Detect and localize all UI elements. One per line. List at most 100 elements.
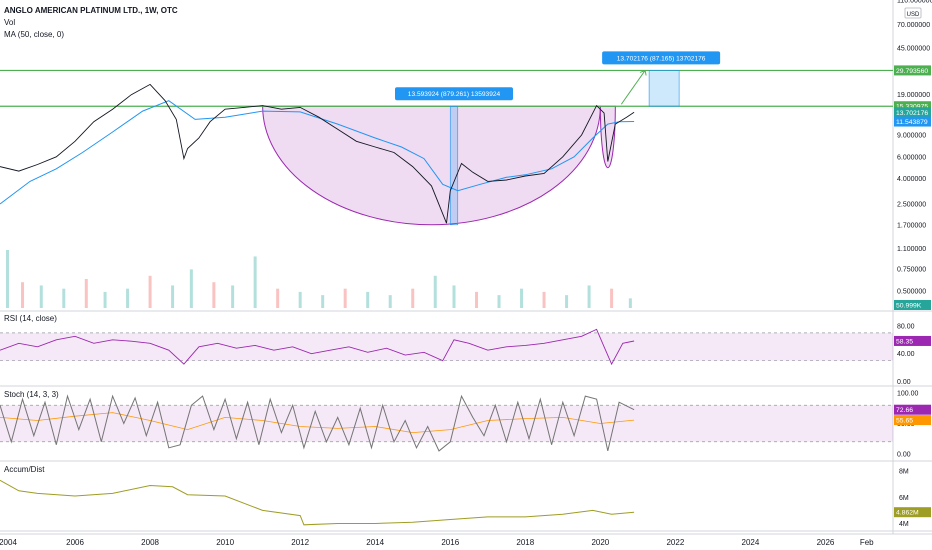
currency-label: USD (907, 12, 920, 18)
stoch-band (0, 405, 893, 442)
x-tick-label: 2016 (441, 538, 459, 547)
accum-dist-pane[interactable] (0, 479, 635, 526)
price-tick-label: 6.000000 (897, 154, 926, 161)
rsi-value: 58.35 (896, 338, 913, 345)
volume-bar (433, 275, 437, 308)
grid-lines (0, 0, 932, 534)
stoch-legend: Stoch (14, 3, 3) (4, 390, 59, 399)
volume-bar (587, 285, 591, 308)
accum-dist-value: 4.862M (896, 510, 919, 517)
upper-line-value: 29.793560 (896, 68, 928, 75)
accum-dist-line[interactable] (0, 479, 635, 526)
arrow-head (639, 69, 647, 76)
price-tick-label: 0.750000 (897, 266, 926, 273)
volume-bar (452, 285, 456, 308)
stoch-tick-label: 100.00 (897, 391, 919, 398)
projection-arrow[interactable] (620, 70, 646, 105)
price-tick-label: 1.700000 (897, 222, 926, 229)
x-tick-label: 2014 (366, 538, 384, 547)
rsi-line[interactable] (0, 328, 635, 366)
volume-bar (366, 291, 370, 308)
x-tick-label: Feb (860, 538, 874, 547)
volume-bar (520, 288, 524, 308)
volume-value: 50.999K (896, 303, 922, 310)
volume-bar (189, 269, 193, 308)
stoch-k-value: 72.66 (896, 407, 913, 414)
stoch-k-line[interactable] (0, 394, 635, 452)
volume-bar (497, 295, 501, 308)
stoch-pane[interactable] (0, 394, 893, 452)
cup-pattern[interactable] (262, 105, 601, 225)
x-tick-label: 2012 (291, 538, 309, 547)
volume-bar (628, 298, 632, 308)
volume-bar (126, 288, 130, 308)
x-tick-label: 2004 (0, 538, 17, 547)
measure-label: 13.702176 (87.165) 13702176 (617, 55, 706, 62)
ma-value-bg (894, 116, 931, 127)
price-tick-label: 9.000000 (897, 132, 926, 139)
measure-box[interactable] (648, 70, 680, 107)
lower-line-value: 15.330975 (896, 104, 928, 111)
x-tick-label: 2020 (591, 538, 609, 547)
accum-tick-label: 4M (899, 521, 909, 528)
price-tick-label: 4.000000 (897, 176, 926, 183)
accum-dist-value-bg (894, 507, 931, 518)
volume-bar (411, 288, 415, 308)
volume-bar (298, 291, 302, 308)
volume-bar (253, 256, 257, 308)
price-line[interactable] (0, 83, 635, 224)
stoch-d-value: 55.65 (896, 418, 913, 425)
accum-legend: Accum/Dist (4, 465, 45, 474)
chart-title: ANGLO AMERICAN PLATINUM LTD., 1W, OTC (4, 6, 178, 15)
x-tick-label: 2018 (516, 538, 534, 547)
currency-badge[interactable] (904, 7, 922, 19)
volume-bar (84, 279, 88, 308)
volume-bar (565, 295, 569, 308)
accum-tick-label: 8M (899, 469, 909, 476)
upper-line-value-bg (894, 65, 931, 76)
lower-line-value-bg (894, 101, 931, 112)
x-tick-label: 2006 (66, 538, 84, 547)
measure-label-bg (395, 87, 514, 101)
stoch-tick-label: 0.00 (897, 451, 911, 458)
stoch-d-value-bg (894, 415, 931, 426)
price-tick-label: 110.000000 (897, 0, 932, 5)
volume-bar (212, 282, 216, 308)
x-tick-label: 2024 (742, 538, 760, 547)
last-price-value: 13.702176 (896, 110, 928, 117)
stoch-d-line[interactable] (0, 412, 635, 434)
x-tick-label: 2026 (817, 538, 835, 547)
volume-value-bg (894, 300, 931, 310)
volume-bar (610, 288, 614, 308)
volume-bar (171, 285, 175, 308)
ma-legend: MA (50, close, 0) (4, 30, 64, 39)
volume-bar (542, 291, 546, 308)
last-price-value-bg (894, 107, 931, 118)
volume-bar (475, 291, 479, 308)
ma-value: 11.543879 (896, 119, 928, 126)
price-tick-label: 2.500000 (897, 202, 926, 209)
volume-bar (388, 295, 392, 308)
volume-bar (276, 288, 280, 308)
rsi-tick-label: 80.00 (897, 323, 915, 330)
price-tick-label: 0.500000 (897, 288, 926, 295)
x-tick-label: 2008 (141, 538, 159, 547)
stoch-k-value-bg (894, 404, 931, 415)
ma-line[interactable] (0, 100, 635, 205)
x-tick-label: 2010 (216, 538, 234, 547)
volume-bar (103, 291, 107, 308)
rsi-tick-label: 0.00 (897, 379, 911, 386)
measure-box[interactable] (449, 105, 459, 226)
axis-layer: 110.00000070.00000045.00000029.00000019.… (894, 0, 932, 528)
volume-bar (321, 295, 325, 308)
rsi-tick-label: 40.00 (897, 351, 915, 358)
measure-label-bg (602, 51, 721, 65)
price-tick-label: 70.000000 (897, 22, 930, 29)
price-pane[interactable]: 13.593924 (879.261) 13593924 13.702176 (8… (0, 51, 893, 308)
rsi-legend: RSI (14, close) (4, 314, 57, 323)
accum-tick-label: 6M (899, 495, 909, 502)
price-tick-label: 19.000000 (897, 92, 930, 99)
price-tick-label: 1.100000 (897, 246, 926, 253)
rsi-pane[interactable] (0, 328, 893, 366)
